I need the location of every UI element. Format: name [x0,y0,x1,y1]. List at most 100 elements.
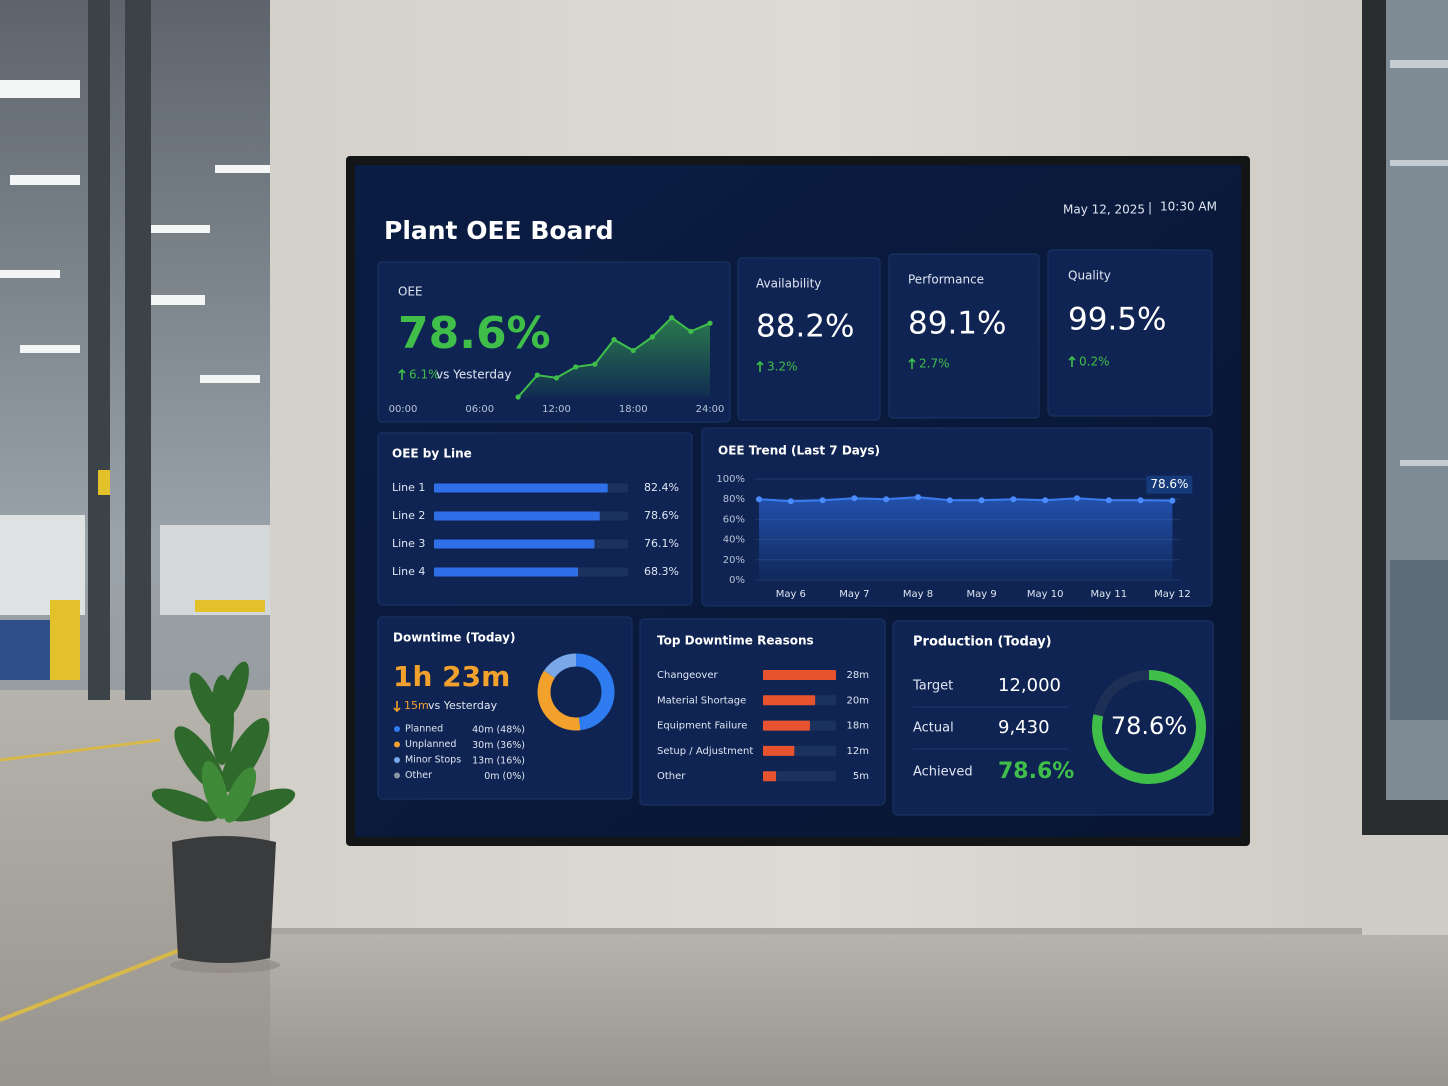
kpi-value: 99.5% [1068,302,1166,338]
bar-label: Setup / Adjustment [657,746,753,757]
bar-value-label: 5m [853,771,869,782]
x-tick-label: May 12 [1154,589,1191,600]
value-label-box [1146,475,1193,494]
dashboard-title: Plant OEE Board [384,216,614,245]
bar-track [763,771,836,782]
ceiling-lights [0,80,270,383]
legend-value: 30m (36%) [472,740,525,751]
kpi-delta: 2.7% [919,357,950,371]
trend-arrow [756,360,764,372]
panel [1047,249,1213,417]
trend-value-label: 78.6% [1150,477,1188,491]
donut-segment [543,653,577,679]
y-tick-label: 80% [723,494,745,505]
wall-edge [1362,835,1448,935]
gauge-value: 78.6% [1111,712,1187,740]
trend-arrow [393,701,401,713]
bar [763,771,777,782]
downtime-total: 1h 23m [393,660,510,693]
sparkline-point [688,328,694,334]
downtime-comparison: vs Yesterday [428,699,498,712]
panel-title: Top Downtime Reasons [657,634,814,648]
x-tick-label: 18:00 [619,404,648,415]
bar-value-label: 20m [847,695,869,706]
production-value: 9,430 [998,717,1050,738]
trend-point [787,498,794,505]
kpi-label: OEE [398,285,423,299]
baseboard [270,928,1448,934]
bar-value-label: 82.4% [644,481,679,494]
panel [737,257,881,421]
legend-dot [394,757,400,763]
trend-area [759,497,1173,580]
kpi-delta: 3.2% [767,360,798,374]
y-tick-label: 0% [729,575,745,586]
downtime-delta: 15m [404,699,429,712]
sparkline-point [515,394,521,400]
bar-label: Line 3 [392,537,425,550]
production-label: Target [912,679,953,694]
bar [763,745,795,756]
dashboard: Plant OEE Board May 12, 2025 | 10:30 AM OEE 7… [377,200,1217,816]
donut-segment [575,653,615,731]
y-tick-label: 40% [723,535,745,546]
trend-point [883,496,890,503]
trend-arrow [908,357,916,369]
floor-marking [0,738,161,762]
trend-line [758,496,1173,503]
production-value: 78.6% [998,759,1074,784]
x-tick-label: May 9 [966,589,996,600]
y-tick-label: 20% [723,555,745,566]
trend-point [851,495,858,502]
floor [270,930,1448,1086]
x-tick-label: 06:00 [465,404,494,415]
kpi-label: Availability [756,277,821,291]
bar [434,511,600,521]
sparkline-point [649,334,656,340]
legend-value: 0m (0%) [484,771,525,782]
panel-title: OEE by Line [392,447,472,461]
bar-value-label: 76.1% [644,537,679,550]
gauge-arc [1092,670,1206,784]
legend-label: Other [405,770,432,781]
y-tick-label: 60% [723,514,745,525]
trend-point [756,496,762,503]
legend-label: Minor Stops [405,755,461,766]
bar-value-label: 78.6% [644,509,679,522]
kpi-delta: 0.2% [1079,355,1110,369]
production-label: Achieved [913,765,973,780]
header-date: May 12, 2025 [1063,203,1145,217]
kpi-value: 89.1% [908,306,1006,342]
trend-point [915,494,921,501]
donut-segment [537,670,581,731]
y-tick-label: 100% [716,474,745,485]
legend-dot [394,741,400,748]
bar-value-label: 28m [847,670,869,681]
bar [434,483,608,493]
floor-marking [0,948,181,1022]
legend-value: 13m (16%) [472,756,525,767]
sparkline-point [630,347,636,354]
sparkline-area [518,317,710,397]
panel-title: OEE Trend (Last 7 Days) [718,444,880,458]
trend-point [1042,497,1049,504]
bar-label: Material Shortage [657,695,746,706]
sparkline-point [707,320,713,326]
bar [763,695,816,706]
trend-arrow [398,368,406,380]
kpi-value: 78.6% [398,308,551,359]
plant [151,661,296,973]
legend-dot [394,772,400,779]
sparkline-point [669,315,675,321]
sparkline-point [534,372,540,378]
bar-value-label: 12m [847,746,869,757]
x-tick-label: 24:00 [696,404,725,415]
trend-point [1010,496,1017,503]
legend-dot [394,726,400,732]
bar-value-label: 18m [847,721,869,732]
legend-label: Unplanned [405,739,456,750]
kpi-comparison: vs Yesterday [436,368,511,382]
trend-point [1105,497,1112,504]
panel [888,253,1040,419]
kpi-value: 88.2% [756,309,854,345]
